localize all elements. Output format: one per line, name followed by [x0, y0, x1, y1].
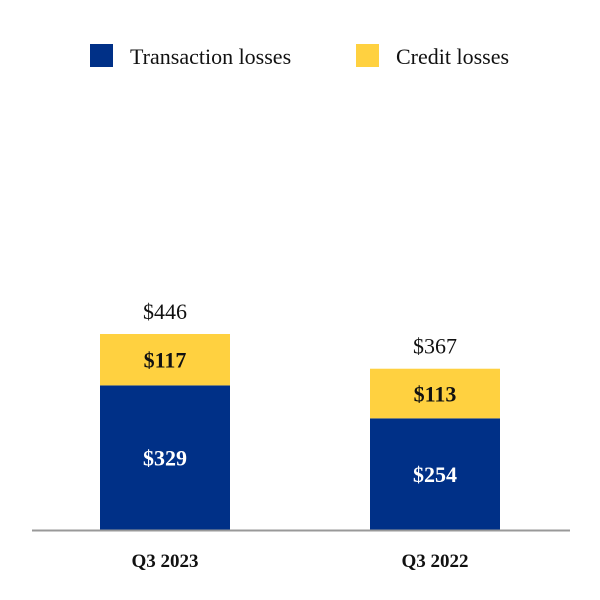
bar-segment [100, 385, 230, 530]
x-tick-label: Q3 2023 [131, 551, 198, 572]
x-tick-label: Q3 2022 [401, 551, 468, 572]
legend-swatch [356, 44, 379, 67]
legend-swatch [90, 44, 113, 67]
legend-label: Credit losses [396, 44, 509, 69]
total-label: $367 [413, 334, 457, 359]
segment-label: $117 [144, 348, 187, 373]
segment-label: $113 [414, 382, 457, 407]
bar-segment [370, 418, 500, 530]
bar-segment [100, 334, 230, 386]
total-label: $446 [143, 299, 187, 324]
segment-label: $254 [413, 462, 457, 487]
legend-label: Transaction losses [130, 44, 291, 69]
segment-label: $329 [143, 446, 187, 471]
bar-segment [370, 368, 500, 419]
